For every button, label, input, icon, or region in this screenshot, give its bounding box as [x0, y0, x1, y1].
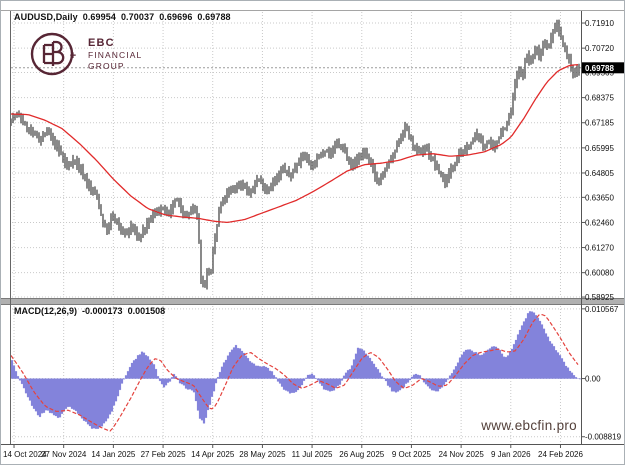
ma-line	[10, 64, 579, 224]
ohlc-low: 0.69696	[159, 12, 193, 22]
date-label: 9 Jan 2026	[491, 450, 531, 459]
date-label: 26 Aug 2025	[339, 450, 384, 459]
date-label: 9 Oct 2025	[392, 450, 432, 459]
logo-line-2: FINANCIAL	[88, 50, 143, 61]
date-label: 14 Apr 2025	[191, 450, 235, 459]
macd-axis-label: 0.00	[585, 375, 601, 384]
date-label: 24 Feb 2026	[538, 450, 583, 459]
price-axis-label: 0.58925	[585, 293, 614, 302]
macd-histogram	[10, 311, 582, 429]
current-price-label: 0.69788	[585, 64, 614, 73]
price-axis-label: 0.70720	[585, 44, 614, 53]
ebc-logo-mark: +	[30, 32, 76, 76]
current-price-tag	[582, 62, 624, 74]
macd-indicator-label: MACD(12,26,9) -0.000173 0.001508	[14, 306, 170, 316]
ebc-logo: + EBC FINANCIAL GROUP	[27, 28, 142, 80]
date-label: 27 Nov 2024	[41, 450, 87, 459]
price-axis-label: 0.64805	[585, 169, 614, 178]
date-label: 27 Feb 2025	[141, 450, 186, 459]
panel-separator[interactable]	[1, 298, 625, 305]
ohlc-close: 0.69788	[197, 12, 231, 22]
price-axis-label: 0.60080	[585, 269, 614, 278]
price-axis-label: 0.67185	[585, 119, 614, 128]
ohlc-high: 0.70037	[120, 12, 155, 22]
logo-line-1: EBC	[88, 36, 115, 49]
macd-name: MACD(12,26,9)	[14, 306, 78, 316]
price-axis-label: 0.71910	[585, 19, 614, 28]
price-axis-label: 0.65995	[585, 144, 614, 153]
date-label: 28 May 2025	[239, 450, 286, 459]
macd-main-value: -0.000173	[82, 306, 123, 316]
price-axis-label: 0.68375	[585, 94, 614, 103]
date-label: 11 Jul 2025	[292, 450, 333, 459]
price-axis-label: 0.63650	[585, 193, 614, 202]
date-label: 14 Jan 2025	[91, 450, 136, 459]
date-label: 24 Nov 2025	[438, 450, 484, 459]
symbol-timeframe: AUDUSD,Daily	[14, 12, 78, 22]
macd-axis-label: -0.008819	[585, 433, 622, 442]
watermark: www.ebcfin.pro	[481, 418, 577, 433]
ohlc-open: 0.69954	[82, 12, 116, 22]
price-axis-label: 0.61270	[585, 244, 614, 253]
ebc-logo-text: EBC FINANCIAL GROUP	[88, 37, 142, 72]
macd-signal-line	[10, 313, 579, 432]
date-label: 14 Oct 2024	[3, 450, 47, 459]
macd-signal-value: 0.001508	[127, 306, 166, 316]
logo-line-3: GROUP	[88, 60, 125, 71]
macd-axis-label: 0.010567	[585, 305, 619, 314]
svg-text:+: +	[70, 50, 76, 62]
price-axis-label: 0.62460	[585, 218, 614, 227]
symbol-info: AUDUSD,Daily 0.69954 0.70037 0.69696 0.69788	[14, 12, 236, 22]
